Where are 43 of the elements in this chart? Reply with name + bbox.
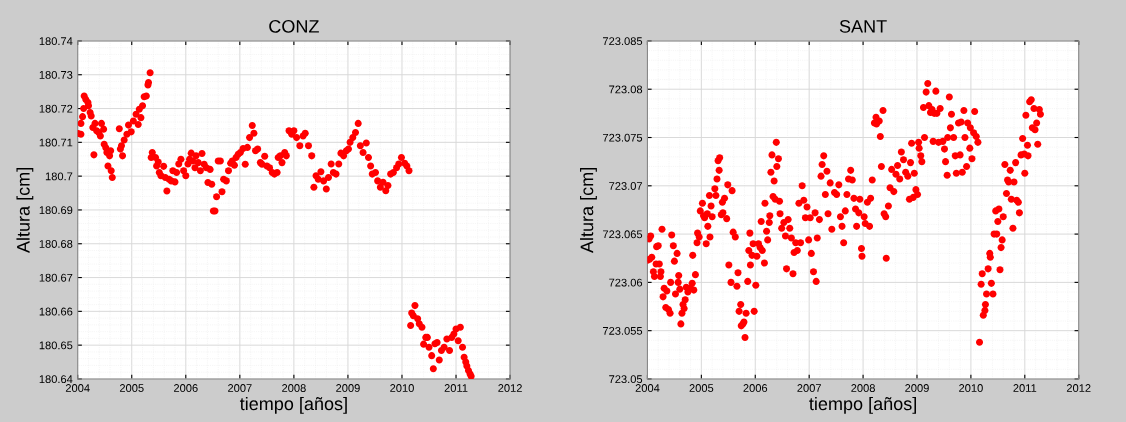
y-tick-label: 723.085 (603, 37, 643, 46)
x-tick-label: 2007 (228, 384, 252, 392)
x-tick-label: 2012 (1066, 384, 1091, 392)
x-tick-label: 2005 (689, 384, 714, 392)
x-tick-label: 2011 (444, 384, 468, 392)
x-tick-label: 2010 (959, 384, 983, 392)
y-tick-label: 180.67 (39, 273, 73, 282)
y-tick-label: 723.075 (603, 133, 643, 142)
x-tick-label: 2004 (635, 384, 660, 392)
y-tick-label: 180.69 (39, 206, 73, 215)
y-tick-label: 180.65 (39, 341, 73, 350)
x-axis-title: tiempo [años] (809, 396, 916, 414)
x-tick-label: 2011 (1013, 384, 1037, 392)
y-tick-label: 723.07 (609, 182, 643, 190)
y-axis-title: Altura [cm] (16, 168, 34, 254)
y-tick-label: 723.055 (603, 326, 643, 335)
chart-title: CONZ (269, 19, 319, 33)
y-tick-label: 723.06 (609, 278, 643, 287)
x-tick-label: 2004 (65, 384, 90, 392)
x-tick-label: 2006 (173, 384, 198, 392)
x-tick-label: 2009 (336, 384, 360, 392)
x-tick-label: 2010 (390, 384, 414, 392)
x-tick-label: 2008 (851, 384, 875, 392)
x-axis-title: tiempo [años] (239, 396, 347, 414)
x-tick-label: 2009 (905, 384, 929, 392)
y-tick-label: 723.05 (609, 375, 643, 384)
y-tick-label: 180.74 (39, 37, 73, 46)
y-tick-label: 723.065 (603, 230, 643, 239)
x-tick-label: 2012 (498, 384, 522, 392)
y-tick-label: 180.73 (39, 71, 73, 79)
y-tick-label: 180.66 (39, 307, 73, 316)
x-tick-label: 2006 (743, 384, 768, 392)
x-tick-label: 2005 (119, 384, 144, 392)
x-tick-label: 2007 (797, 384, 821, 392)
x-tick-label: 2008 (282, 384, 306, 392)
y-axis-title: Altura [cm] (580, 168, 597, 254)
y-tick-label: 180.72 (39, 104, 73, 113)
chart-title: SANT (839, 19, 887, 33)
y-tick-label: 180.64 (39, 375, 73, 384)
y-tick-label: 180.7 (45, 172, 73, 181)
y-tick-label: 180.71 (39, 138, 73, 147)
y-tick-label: 180.68 (39, 240, 73, 248)
y-tick-label: 723.08 (609, 85, 643, 94)
